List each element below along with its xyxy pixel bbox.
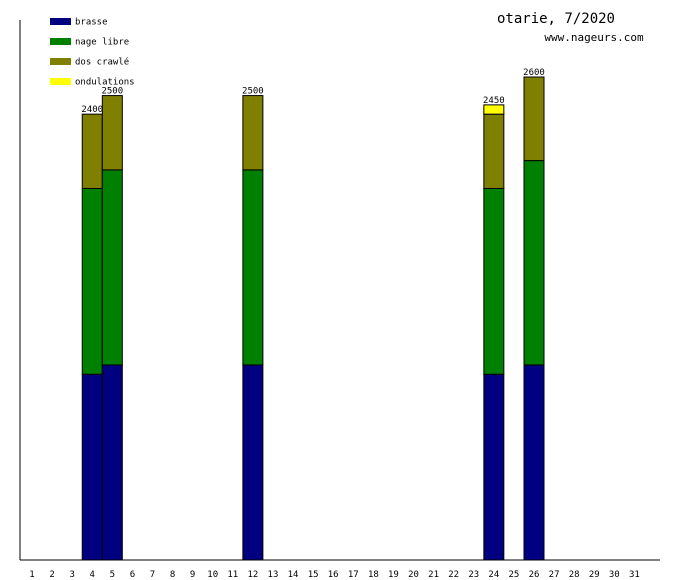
bar-day-12-series-3 bbox=[242, 95, 264, 171]
bar-day-4-series-2 bbox=[81, 187, 103, 375]
bar-day-4-series-3 bbox=[81, 113, 103, 189]
total-label-day-12: 2500 bbox=[242, 87, 264, 97]
bar-day-12-series-1 bbox=[242, 364, 264, 561]
legend-label-3: dos crawlé bbox=[75, 57, 129, 68]
x-tick-labels: 1 2 3 4 5 6 7 8 9 10 11 12 13 14 15 16 17 18 19 20 21 22 23 24 2… bbox=[29, 570, 640, 580]
x-tick-label-27: 27 bbox=[549, 570, 560, 580]
x-tick-label-26: 26 bbox=[529, 570, 540, 580]
x-tick-label-28: 28 bbox=[569, 570, 580, 580]
bar-day-4-series-1 bbox=[81, 373, 103, 561]
x-tick-label-19: 19 bbox=[388, 570, 399, 580]
x-tick-label-24: 24 bbox=[488, 570, 499, 580]
x-tick-label-21: 21 bbox=[428, 570, 439, 580]
x-tick-label-1: 1 bbox=[29, 570, 34, 580]
legend-label-2: nage libre bbox=[75, 38, 129, 48]
bar-day-26-series-3 bbox=[523, 76, 545, 162]
x-tick-label-3: 3 bbox=[69, 570, 74, 580]
x-tick-label-11: 11 bbox=[227, 570, 238, 580]
total-label-day-4: 2400 bbox=[81, 105, 103, 115]
x-tick-label-15: 15 bbox=[308, 570, 319, 580]
bar-day-24-series-4 bbox=[483, 104, 505, 115]
bar-totals: 2400 2500 2500 2450 2600 bbox=[81, 68, 544, 115]
x-tick-label-14: 14 bbox=[288, 570, 299, 580]
bar-day-24-series-2 bbox=[483, 187, 505, 375]
x-tick-label-20: 20 bbox=[408, 570, 419, 580]
chart-title: otarie, 7/2020 bbox=[497, 11, 615, 27]
x-tick-label-22: 22 bbox=[448, 570, 459, 580]
x-tick-label-17: 17 bbox=[348, 570, 359, 580]
bar-day-12-series-2 bbox=[242, 169, 264, 366]
x-tick-label-8: 8 bbox=[170, 570, 175, 580]
x-tick-label-13: 13 bbox=[268, 570, 279, 580]
x-tick-label-16: 16 bbox=[328, 570, 339, 580]
bar-day-26-series-2 bbox=[523, 160, 545, 366]
x-tick-label-25: 25 bbox=[508, 570, 519, 580]
x-tick-label-30: 30 bbox=[609, 570, 620, 580]
legend-swatch-3 bbox=[50, 58, 71, 65]
x-tick-label-18: 18 bbox=[368, 570, 379, 580]
legend-swatch-4 bbox=[50, 78, 71, 85]
x-tick-label-2: 2 bbox=[49, 570, 54, 580]
total-label-day-26: 2600 bbox=[523, 68, 545, 78]
legend-swatch-1 bbox=[50, 18, 71, 25]
legend: brasse nage libre dos crawlé ondulations bbox=[50, 18, 135, 88]
legend-label-4: ondulations bbox=[75, 78, 135, 88]
x-tick-label-5: 5 bbox=[110, 570, 115, 580]
x-tick-label-7: 7 bbox=[150, 570, 155, 580]
bar-day-24-series-3 bbox=[483, 113, 505, 189]
x-tick-label-23: 23 bbox=[468, 570, 479, 580]
legend-swatch-2 bbox=[50, 38, 71, 45]
x-tick-label-29: 29 bbox=[589, 570, 600, 580]
bar-day-5-series-1 bbox=[101, 364, 123, 561]
bar-day-5-series-3 bbox=[101, 95, 123, 171]
bar-day-24-series-1 bbox=[483, 373, 505, 561]
x-tick-label-10: 10 bbox=[207, 570, 218, 580]
bar-day-5-series-2 bbox=[101, 169, 123, 366]
total-label-day-5: 2500 bbox=[101, 87, 123, 97]
x-tick-label-6: 6 bbox=[130, 570, 135, 580]
x-tick-label-12: 12 bbox=[247, 570, 258, 580]
bar-day-26-series-1 bbox=[523, 364, 545, 561]
x-tick-label-9: 9 bbox=[190, 570, 195, 580]
x-tick-label-31: 31 bbox=[629, 570, 640, 580]
legend-label-1: brasse bbox=[75, 18, 108, 28]
chart-subtitle: www.nageurs.com bbox=[544, 31, 644, 44]
bars bbox=[81, 76, 545, 561]
total-label-day-24: 2450 bbox=[483, 96, 505, 106]
x-tick-label-4: 4 bbox=[90, 570, 95, 580]
